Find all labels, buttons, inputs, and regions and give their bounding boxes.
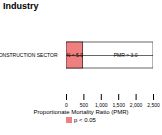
- html-text:Industry: Industry: [3, 1, 39, 11]
- svg-text:2,000: 2,000: [130, 102, 143, 108]
- svg-text:0: 0: [65, 102, 68, 108]
- svg-text:500: 500: [80, 102, 89, 108]
- svg-text:PMR > 3.0: PMR > 3.0: [114, 52, 138, 58]
- svg-text:2,500: 2,500: [147, 102, 160, 108]
- html-text:p < 0.05: p < 0.05: [74, 117, 96, 123]
- svg-text:N < 5.0: N < 5.0: [67, 52, 83, 58]
- svg-text:1,500: 1,500: [112, 102, 125, 108]
- svg-text:1,000: 1,000: [95, 102, 108, 108]
- html-text:Proportionate Mortality Ratio: Proportionate Mortality Ratio (PMR): [33, 109, 129, 115]
- svg-text:CONSTRUCTION SECTOR: CONSTRUCTION SECTOR: [0, 52, 58, 58]
